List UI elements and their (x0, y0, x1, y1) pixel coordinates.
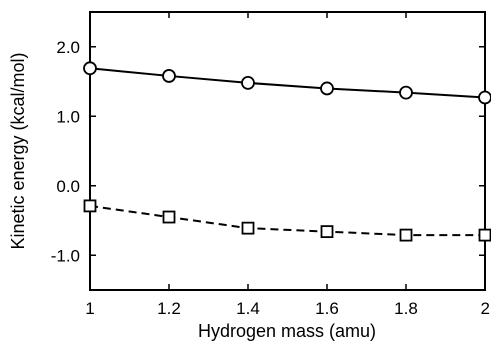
series-layer (83, 61, 491, 242)
plot-frame (89, 11, 486, 291)
series-line-1 (89, 67, 486, 99)
y-axis-title: Kinetic energy (kcal/mol) (8, 52, 28, 249)
x-tick-label: 1.6 (315, 299, 339, 318)
data-point-square (162, 210, 176, 224)
data-point-square (83, 199, 97, 213)
y-axis-ticks: 2.0 1.0 0.0 -1.0 (51, 38, 485, 265)
y-tick-label: -1.0 (51, 246, 80, 265)
data-point-square (399, 228, 413, 242)
y-tick-label: 0.0 (56, 177, 80, 196)
data-point-circle (241, 75, 255, 90)
data-point-circle (478, 90, 491, 105)
x-tick-label: 1.8 (394, 299, 418, 318)
data-point-circle (162, 69, 176, 83)
data-point-square (241, 221, 255, 235)
data-point-circle (399, 85, 413, 100)
x-tick-label: 1.4 (236, 299, 260, 318)
x-tick-label: 2 (481, 299, 490, 318)
data-point-circle (320, 81, 334, 96)
data-point-circle (83, 61, 97, 76)
y-tick-label: 2.0 (56, 38, 80, 57)
x-axis-ticks: 1 1.2 1.4 1.6 1.8 2 (85, 12, 490, 318)
data-point-square (320, 225, 334, 239)
y-tick-label: 1.0 (56, 107, 80, 126)
data-point-square (478, 228, 491, 242)
x-tick-label: 1.2 (157, 299, 181, 318)
x-tick-label: 1 (85, 299, 94, 318)
series-line-2 (89, 204, 485, 237)
x-axis-title: Hydrogen mass (amu) (198, 321, 376, 341)
